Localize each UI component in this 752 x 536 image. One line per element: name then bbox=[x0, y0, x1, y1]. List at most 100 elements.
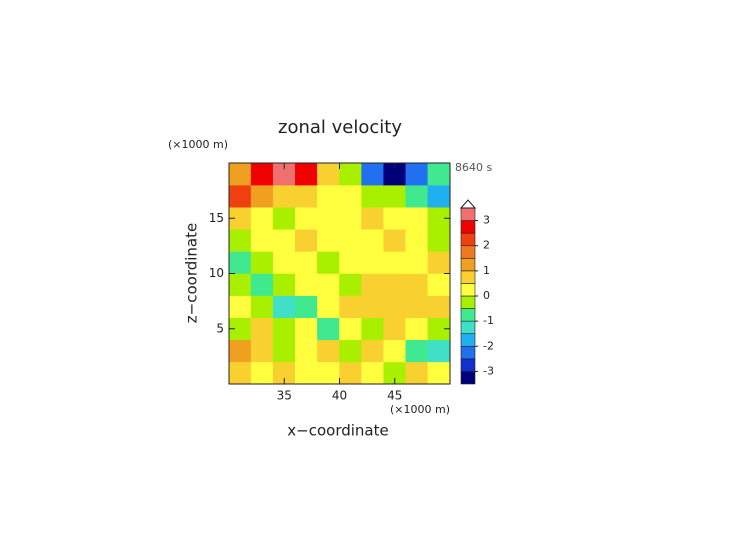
x-tick-label: 35 bbox=[277, 389, 292, 403]
contour-cell bbox=[295, 229, 318, 252]
contour-cell bbox=[383, 184, 407, 208]
colorbar-tick-label: 3 bbox=[483, 214, 490, 227]
contour-cell bbox=[317, 162, 340, 186]
colorbar-band bbox=[460, 308, 476, 322]
contour-cell bbox=[405, 229, 429, 252]
contour-cell bbox=[339, 339, 362, 363]
chart-title: zonal velocity bbox=[278, 117, 402, 138]
contour-cell bbox=[317, 317, 340, 341]
contour-cell bbox=[361, 184, 384, 208]
contour-cell bbox=[383, 317, 407, 341]
time-label: 8640 s bbox=[455, 161, 492, 174]
x-unit: (×1000 m) bbox=[390, 403, 450, 416]
contour-cell bbox=[383, 339, 407, 363]
contour-cell bbox=[405, 317, 429, 341]
contour-cell bbox=[228, 251, 252, 274]
colorbar-tick-label: 1 bbox=[483, 264, 490, 277]
contour-cell bbox=[405, 273, 429, 296]
colorbar-band bbox=[460, 220, 476, 234]
contour-cell bbox=[295, 361, 318, 385]
contour-cell bbox=[405, 361, 429, 385]
contour-cell bbox=[317, 184, 340, 208]
contour-cell bbox=[361, 162, 384, 186]
contour-cell bbox=[405, 295, 429, 318]
y-tick-label: 10 bbox=[209, 266, 224, 280]
contour-cell bbox=[250, 229, 274, 252]
contour-cell bbox=[295, 184, 318, 208]
contour-cell bbox=[339, 317, 362, 341]
colorbar-tick-label: -3 bbox=[483, 364, 494, 377]
contour-cell bbox=[228, 273, 252, 296]
contour-cell bbox=[339, 162, 362, 186]
colorbar-band bbox=[460, 257, 476, 272]
colorbar-extend bbox=[459, 199, 477, 209]
y-tick-label: 15 bbox=[209, 211, 224, 225]
contour-cell bbox=[295, 251, 318, 274]
contour-cell bbox=[383, 251, 407, 274]
contour-cell bbox=[317, 251, 340, 274]
contour-cell bbox=[295, 317, 318, 341]
colorbar-band bbox=[460, 333, 476, 347]
contour-cell bbox=[361, 251, 384, 274]
contour-cell bbox=[228, 361, 252, 385]
contour-cell bbox=[427, 273, 451, 296]
contour-cell bbox=[250, 339, 274, 363]
colorbar-band bbox=[460, 358, 476, 372]
contour-cell bbox=[272, 251, 296, 274]
contour-cell bbox=[272, 339, 296, 363]
contour-cell bbox=[361, 339, 384, 363]
contour-cell bbox=[250, 206, 274, 230]
contour-cell bbox=[361, 206, 384, 230]
y-tick-label: 5 bbox=[216, 321, 224, 335]
contour-cell bbox=[383, 273, 407, 296]
contour-cell bbox=[427, 295, 451, 318]
contour-cell bbox=[361, 273, 384, 296]
contour-cell bbox=[228, 162, 252, 186]
contour-cell bbox=[339, 229, 362, 252]
colorbar-band bbox=[460, 245, 476, 259]
contour-cell bbox=[272, 229, 296, 252]
colorbar-band bbox=[460, 270, 476, 284]
contour-cell bbox=[272, 273, 296, 296]
contour-cell bbox=[405, 162, 429, 186]
contour-cell bbox=[250, 162, 274, 186]
contour-cell bbox=[361, 229, 384, 252]
contour-cell bbox=[228, 339, 252, 363]
colorbar-band bbox=[460, 283, 476, 297]
contour-cell bbox=[228, 229, 252, 252]
contour-cell bbox=[250, 273, 274, 296]
contour-cell bbox=[272, 206, 296, 230]
contour-cell bbox=[427, 162, 451, 186]
colorbar-band bbox=[460, 320, 476, 335]
contour-cell bbox=[295, 273, 318, 296]
contour-cell bbox=[361, 317, 384, 341]
colorbar-tick-label: -2 bbox=[483, 339, 494, 352]
colorbar-tick-label: -1 bbox=[483, 314, 494, 327]
contour-cell bbox=[250, 251, 274, 274]
contour-cell bbox=[317, 273, 340, 296]
contour-cell bbox=[317, 206, 340, 230]
colorbar-band bbox=[460, 345, 476, 360]
contour-cell bbox=[317, 361, 340, 385]
colorbar-band bbox=[460, 371, 476, 385]
contour-cell bbox=[250, 295, 274, 318]
contour-cell bbox=[405, 251, 429, 274]
contour-cell bbox=[272, 317, 296, 341]
contour-cell bbox=[295, 206, 318, 230]
contour-cell bbox=[228, 295, 252, 318]
y-axis-label: z−coordinate bbox=[183, 223, 201, 323]
colorbar-band bbox=[460, 207, 476, 221]
contour-cell bbox=[339, 273, 362, 296]
contour-cell bbox=[272, 184, 296, 208]
contour-cell bbox=[361, 361, 384, 385]
contour-cell bbox=[405, 206, 429, 230]
contour-cell bbox=[339, 206, 362, 230]
contour-cell bbox=[339, 184, 362, 208]
contour-cell bbox=[228, 184, 252, 208]
contour-cell bbox=[317, 295, 340, 318]
contour-cell bbox=[250, 317, 274, 341]
contour-cell bbox=[250, 184, 274, 208]
colorbar-band bbox=[460, 232, 476, 247]
contour-cell bbox=[383, 295, 407, 318]
